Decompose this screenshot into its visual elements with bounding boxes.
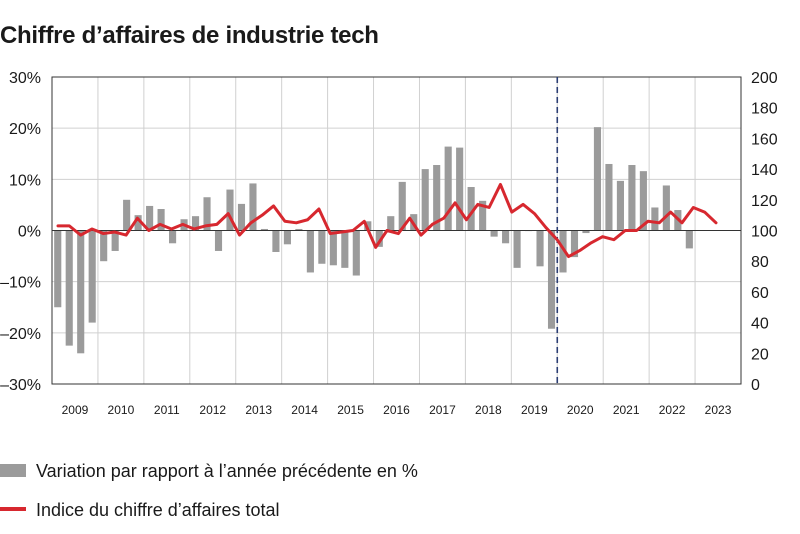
- bar: [547, 230, 556, 329]
- year-label: 2023: [705, 403, 732, 417]
- bar: [421, 169, 429, 231]
- bar: [651, 207, 659, 231]
- bar: [88, 230, 96, 323]
- left-tick-label: 30%: [9, 70, 41, 87]
- right-tick-label: 40: [751, 316, 769, 333]
- bar: [77, 230, 85, 354]
- bar: [570, 230, 579, 258]
- bar: [628, 165, 636, 231]
- bar: [662, 185, 670, 231]
- bar: [490, 230, 498, 237]
- right-tick-label: 60: [751, 285, 769, 302]
- bar: [226, 189, 234, 231]
- right-tick-label: 140: [751, 162, 778, 179]
- year-label: 2019: [521, 403, 548, 417]
- year-label: 2015: [337, 403, 364, 417]
- bar: [467, 187, 475, 231]
- right-tick-label: 200: [751, 70, 778, 87]
- left-tick-label: –10%: [0, 275, 41, 292]
- bar: [329, 230, 337, 266]
- right-tick-label: 80: [751, 254, 769, 271]
- year-label: 2017: [429, 403, 456, 417]
- year-label: 2013: [245, 403, 272, 417]
- chart-title: Chiffre d’affaires de industrie tech: [0, 22, 379, 49]
- legend: Variation par rapport à l’année précéden…: [0, 461, 418, 520]
- bar: [237, 203, 246, 231]
- left-tick-label: 0%: [18, 224, 41, 241]
- bar: [111, 230, 119, 251]
- bar: [100, 230, 108, 262]
- bar: [593, 127, 602, 231]
- year-label: 2020: [567, 403, 594, 417]
- bar: [616, 180, 624, 231]
- bar: [444, 146, 452, 231]
- bar: [169, 230, 177, 244]
- left-tick-label: –30%: [0, 377, 41, 394]
- year-label: 2022: [659, 403, 686, 417]
- bar: [685, 230, 693, 249]
- bar: [318, 230, 326, 264]
- year-label: 2011: [154, 403, 180, 417]
- right-tick-label: 120: [751, 193, 778, 210]
- year-label: 2010: [108, 403, 135, 417]
- bar: [54, 230, 62, 308]
- bar: [146, 205, 154, 231]
- tick-labels: 30%20%10%0%–10%–20%–30%20018016014012010…: [0, 70, 778, 417]
- year-label: 2016: [383, 403, 410, 417]
- bar: [502, 230, 510, 244]
- bar: [134, 215, 142, 231]
- bar: [157, 209, 165, 231]
- legend-bar-label: Variation par rapport à l’année précéden…: [36, 461, 418, 481]
- left-tick-label: 10%: [9, 172, 41, 189]
- left-tick-label: –20%: [0, 326, 41, 343]
- bar: [249, 183, 257, 231]
- bar: [306, 230, 314, 273]
- bar: [605, 163, 613, 231]
- year-label: 2012: [199, 403, 226, 417]
- bar: [387, 216, 395, 231]
- legend-line-swatch: [0, 507, 26, 511]
- bar: [582, 230, 590, 234]
- bar: [536, 230, 544, 267]
- bar: [295, 228, 303, 231]
- bar: [433, 165, 441, 231]
- year-label: 2009: [62, 403, 89, 417]
- bar: [283, 230, 291, 245]
- bar: [513, 230, 521, 268]
- bar: [456, 147, 464, 231]
- bar: [375, 230, 383, 247]
- line-series: [56, 182, 718, 259]
- bar: [65, 230, 73, 346]
- bar: [559, 230, 567, 273]
- right-tick-label: 180: [751, 101, 778, 118]
- right-tick-label: 20: [751, 346, 769, 363]
- right-tick-label: 100: [751, 224, 778, 241]
- year-label: 2014: [291, 403, 318, 417]
- bar: [352, 230, 360, 276]
- bar: [191, 216, 200, 231]
- bar: [214, 230, 223, 251]
- index-line: [56, 182, 718, 259]
- bar: [260, 228, 268, 231]
- bar: [341, 230, 349, 268]
- bar: [398, 181, 406, 231]
- bar-series: [54, 127, 693, 354]
- legend-line-label: Indice du chiffre d’affaires total: [36, 500, 279, 520]
- bar: [272, 230, 280, 252]
- legend-bar-swatch: [0, 464, 26, 477]
- right-tick-label: 0: [751, 377, 760, 394]
- right-tick-label: 160: [751, 131, 778, 148]
- bar: [639, 171, 647, 231]
- year-label: 2021: [613, 403, 640, 417]
- year-label: 2018: [475, 403, 502, 417]
- bar: [203, 197, 211, 231]
- bar: [479, 200, 487, 231]
- left-tick-label: 20%: [9, 121, 41, 138]
- bar: [123, 199, 131, 231]
